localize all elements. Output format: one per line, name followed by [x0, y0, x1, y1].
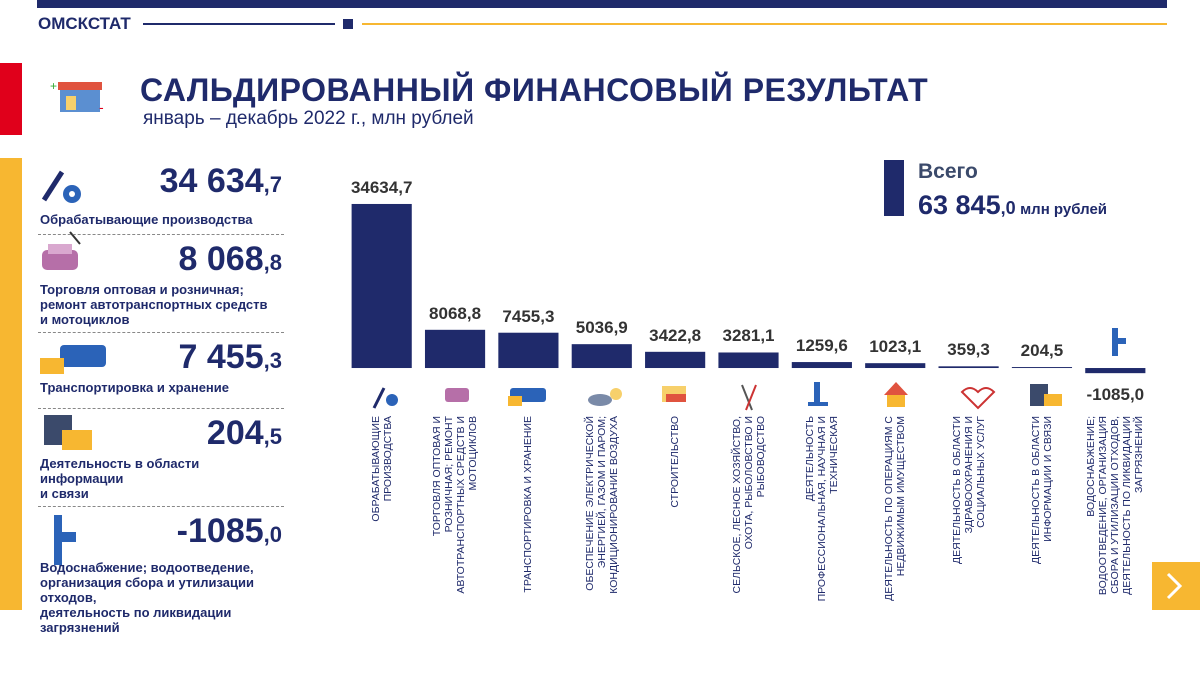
- panel-item: 204,5 Деятельность в области информации и…: [38, 412, 284, 508]
- panel-label: Водоснабжение; водоотведение, организаци…: [40, 560, 254, 635]
- value-label: 7455,3: [502, 306, 555, 326]
- value-label: 204,5: [1020, 341, 1064, 361]
- bar: [424, 329, 486, 369]
- panel-value-int: -1085: [176, 512, 264, 550]
- total-title: Всего: [918, 160, 978, 183]
- panel-value-decimal: ,3: [263, 348, 282, 373]
- total-decimal: ,0: [1000, 198, 1016, 218]
- panel-value: 34 634,7: [160, 162, 282, 201]
- subtitle: январь – декабрь 2022 г., млн рублей: [143, 108, 474, 129]
- category-icons: [372, 328, 1126, 411]
- separator: [38, 506, 284, 507]
- tap-icon: [54, 515, 76, 565]
- brand: ОМСКСТАТ: [38, 14, 131, 33]
- panel-item: 7 455,3 Транспортировка и хранение: [38, 336, 284, 410]
- bar: [938, 366, 999, 369]
- x-tick-label: СЕЛЬСКОЕ, ЛЕСНОЕ ХОЗЯЙСТВО, ОХОТА, РЫБОЛ…: [730, 416, 767, 594]
- panel-value: 7 455,3: [179, 338, 282, 377]
- total: 63 845,0 млн рублей: [918, 190, 1107, 221]
- panel-value-decimal: ,8: [263, 250, 282, 275]
- x-tick-label: ДЕЯТЕЛЬНОСТЬ ПРОФЕССИОНАЛЬНАЯ, НАУЧНАЯ И…: [803, 416, 840, 602]
- x-tick-label: ДЕЯТЕЛЬНОСТЬ В ОБЛАСТИ ИНФОРМАЦИИ И СВЯЗ…: [1029, 416, 1054, 564]
- x-tick-label: ВОДОСНАБЖЕНИЕ; ВОДООТВЕДЕНИЕ, ОРГАНИЗАЦИ…: [1085, 416, 1146, 596]
- panel-item: -1085,0 Водоснабжение; водоотведение, орг…: [38, 510, 284, 635]
- total-value: 63 845: [918, 190, 1001, 220]
- svg-text:-: -: [99, 99, 104, 115]
- value-label: 1023,1: [869, 337, 922, 357]
- value-label: 3422,8: [649, 325, 702, 345]
- bar: [1085, 368, 1146, 374]
- separator: [38, 234, 284, 235]
- value-label: 34634,7: [350, 177, 413, 197]
- panel-value-decimal: ,0: [263, 522, 282, 547]
- total-marker: [884, 160, 904, 216]
- x-tick-label: ОБРАБАТЫВАЮЩИЕ ПРОИЗВОДСТВА: [369, 416, 394, 522]
- value-label: 3281,1: [722, 326, 775, 346]
- panel-value-int: 8 068: [178, 240, 264, 278]
- shop-icon: +-: [50, 79, 104, 115]
- panel-label: Транспортировка и хранение: [40, 380, 230, 395]
- panel-label: Обрабатывающие производства: [40, 212, 253, 227]
- bar: [498, 332, 559, 369]
- panel-item: 8 068,8 Торговля оптовая и розничная; рем…: [38, 238, 284, 334]
- x-tick-label: ТОРГОВЛЯ ОПТОВАЯ И РОЗНИЧНАЯ; РЕМОНТ АВТ…: [431, 416, 480, 594]
- top-bar: [37, 0, 1167, 8]
- value-label: 1259,6: [795, 336, 848, 356]
- bus-icon: [40, 345, 106, 374]
- header-square: [343, 19, 353, 29]
- bar: [645, 351, 706, 369]
- bar: [571, 344, 632, 369]
- value-label: 359,3: [947, 340, 990, 360]
- panel-value: 8 068,8: [179, 240, 282, 279]
- x-tick-label: ОБЕСПЕЧЕНИЕ ЭЛЕКТРИЧЕСКОЙ ЭНЕРГИЕЙ, ГАЗО…: [583, 416, 620, 594]
- value-label: -1085,0: [1086, 385, 1145, 405]
- panel-value-int: 34 634: [159, 162, 264, 200]
- x-tick-label: СТРОИТЕЛЬСТВО: [669, 416, 682, 508]
- panel-value: 204,5: [207, 414, 282, 453]
- panel-label: Деятельность в области информации и связ…: [40, 456, 200, 501]
- value-label: 5036,9: [575, 318, 628, 338]
- bar: [351, 203, 412, 369]
- bar: [718, 352, 779, 369]
- panel-value-int: 7 455: [178, 338, 264, 376]
- bar: [791, 362, 852, 369]
- separator: [38, 408, 284, 409]
- red-block: [0, 63, 22, 135]
- panel-value-decimal: ,7: [263, 172, 282, 197]
- panel-value-decimal: ,5: [263, 424, 282, 449]
- bar: [865, 363, 926, 369]
- next-button[interactable]: [1152, 562, 1200, 610]
- x-tick-label: ТРАНСПОРТИРОВКА И ХРАНЕНИЕ: [522, 416, 535, 593]
- phone-icon: [44, 415, 92, 450]
- bar: [1011, 367, 1073, 369]
- panel-value-int: 204: [206, 414, 264, 452]
- title: САЛЬДИРОВАННЫЙ ФИНАНСОВЫЙ РЕЗУЛЬТАТ: [140, 72, 929, 108]
- next-arrow: [1166, 572, 1183, 600]
- panel-label: Торговля оптовая и розничная; ремонт авт…: [40, 282, 268, 327]
- separator: [38, 332, 284, 333]
- x-tick-label: ДЕЯТЕЛЬНОСТЬ ПО ОПЕРАЦИЯМ С НЕДВИЖИМЫМ И…: [883, 416, 908, 601]
- tool-icon: [41, 170, 81, 203]
- panel-item: 34 634,7 Обрабатывающие производства: [38, 160, 284, 236]
- panel-value: -1085,0: [177, 512, 282, 551]
- svg-text:+: +: [50, 79, 57, 93]
- x-tick-label: ДЕЯТЕЛЬНОСТЬ В ОБЛАСТИ ЗДРАВООХРАНЕНИЯ И…: [950, 416, 987, 564]
- value-label: 8068,8: [429, 303, 482, 323]
- total-unit: млн рублей: [1020, 201, 1108, 218]
- yellow-stripe: [0, 158, 22, 610]
